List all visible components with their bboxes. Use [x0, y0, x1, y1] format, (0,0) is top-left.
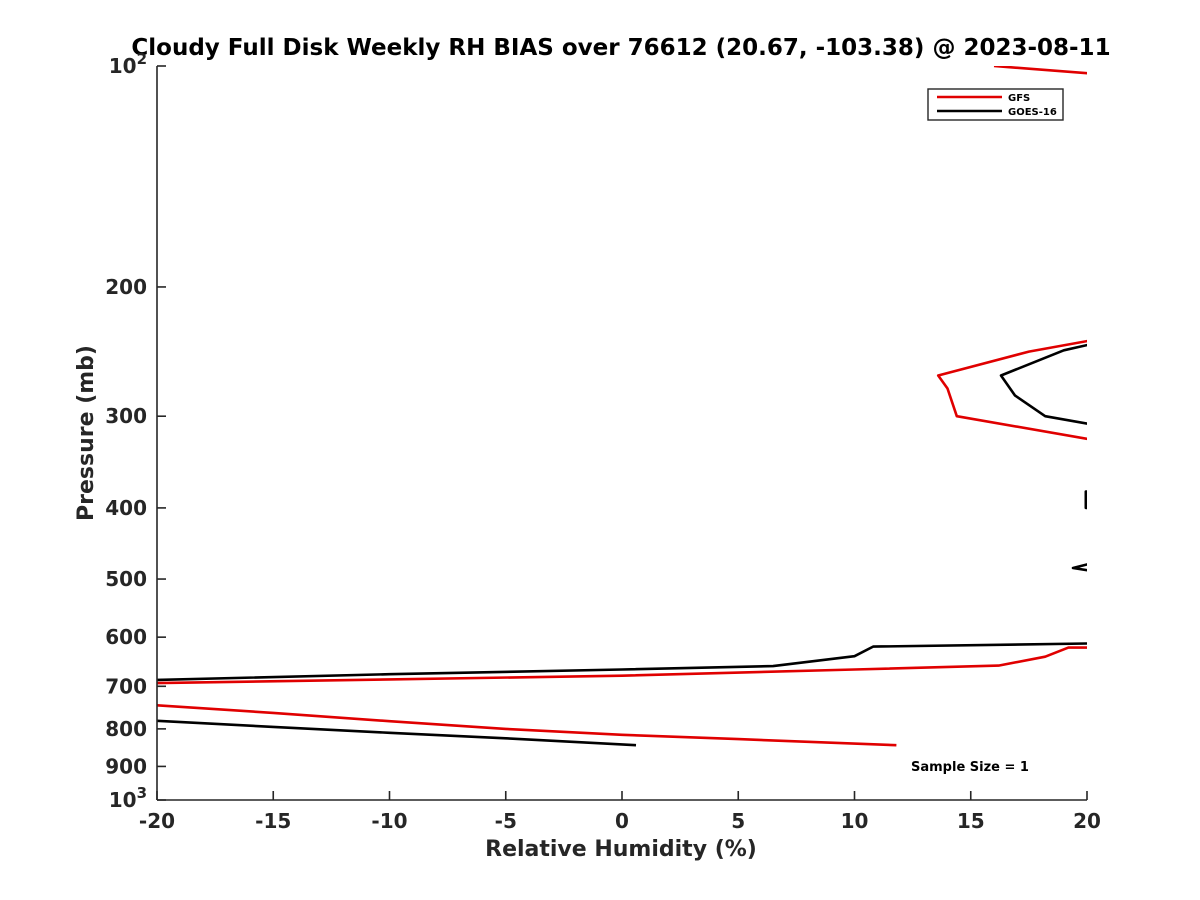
y-tick-label: 700	[105, 674, 147, 698]
series-line-goes16	[999, 343, 1087, 425]
x-tick-label: 10	[841, 809, 869, 833]
series-line-gfs	[993, 66, 1087, 75]
legend-label-goes16: GOES-16	[1008, 107, 1057, 118]
series-line-gfs	[157, 646, 1087, 685]
x-tick-label: -20	[139, 809, 175, 833]
x-tick-label: -10	[371, 809, 407, 833]
legend: GFS GOES-16	[927, 88, 1064, 121]
y-axis-title: Pressure (mb)	[74, 345, 99, 521]
x-tick-label: 5	[731, 809, 745, 833]
y-tick-label: 400	[105, 496, 147, 520]
series-line-gfs	[936, 339, 1087, 441]
x-axis-title: Relative Humidity (%)	[485, 837, 757, 862]
series-line-goes16	[157, 642, 1087, 682]
y-tick-label-power: 102	[109, 50, 147, 78]
chart-title: Cloudy Full Disk Weekly RH BIAS over 766…	[131, 35, 1110, 61]
plot-axes	[156, 66, 1087, 801]
x-tick-label: 20	[1073, 809, 1101, 833]
y-tick-label: 200	[105, 275, 147, 299]
series-layer	[157, 66, 1087, 747]
y-tick-exponent: 2	[137, 50, 147, 68]
series-line-goes16	[1084, 490, 1087, 510]
series-line-goes16	[1071, 563, 1087, 572]
x-ticks: -20 -15 -10 -5 0 5 10 15 20	[139, 791, 1101, 833]
y-tick-label: 300	[105, 404, 147, 428]
x-tick-label: -5	[495, 809, 517, 833]
legend-label-gfs: GFS	[1008, 93, 1030, 104]
x-tick-label: 15	[957, 809, 985, 833]
x-tick-label: -15	[255, 809, 291, 833]
y-tick-base: 10	[109, 788, 137, 812]
y-tick-label: 800	[105, 717, 147, 741]
series-line-gfs	[157, 704, 897, 747]
x-tick-label: 0	[615, 809, 629, 833]
sample-size-annotation: Sample Size = 1	[911, 760, 1029, 775]
y-tick-label-power: 103	[109, 784, 147, 812]
series-line-goes16	[157, 719, 637, 747]
y-tick-label: 900	[105, 754, 147, 778]
legend-box	[927, 88, 1064, 121]
y-tick-base: 10	[109, 54, 137, 78]
y-tick-exponent: 3	[137, 784, 147, 802]
y-tick-label: 600	[105, 625, 147, 649]
y-tick-label: 500	[105, 567, 147, 591]
